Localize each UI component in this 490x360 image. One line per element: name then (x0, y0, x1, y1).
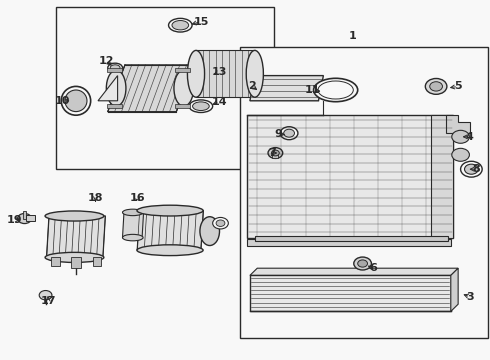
Ellipse shape (200, 217, 220, 246)
Circle shape (216, 220, 225, 226)
Ellipse shape (122, 234, 143, 241)
Ellipse shape (174, 70, 194, 106)
Ellipse shape (314, 78, 358, 102)
Text: 1: 1 (349, 31, 357, 41)
Bar (107, 68, 122, 72)
Text: 6: 6 (369, 263, 377, 273)
Bar (26, 215, 35, 221)
Bar (40, 293, 51, 297)
Circle shape (452, 130, 469, 143)
Ellipse shape (65, 90, 87, 112)
Circle shape (18, 213, 31, 224)
Ellipse shape (61, 86, 91, 115)
Ellipse shape (110, 65, 120, 71)
Ellipse shape (193, 102, 209, 111)
Polygon shape (446, 115, 470, 133)
Polygon shape (137, 211, 203, 250)
Text: 2: 2 (248, 81, 256, 91)
Circle shape (425, 78, 447, 94)
Polygon shape (250, 268, 458, 275)
Bar (250, 275, 451, 311)
Polygon shape (108, 65, 194, 112)
Ellipse shape (45, 252, 104, 262)
Circle shape (280, 127, 298, 140)
Bar (107, 104, 122, 108)
Bar (247, 239, 451, 246)
Circle shape (358, 260, 368, 267)
Circle shape (39, 291, 52, 300)
Ellipse shape (246, 50, 264, 97)
Bar (175, 68, 190, 72)
Bar (255, 236, 448, 241)
Text: 12: 12 (99, 56, 115, 66)
Text: 16: 16 (129, 193, 145, 203)
Ellipse shape (172, 21, 189, 30)
Text: 11: 11 (305, 85, 320, 95)
Circle shape (430, 82, 442, 91)
Text: 10: 10 (55, 96, 71, 106)
Text: 13: 13 (212, 67, 227, 77)
Polygon shape (51, 257, 60, 266)
Text: 8: 8 (472, 164, 480, 174)
Polygon shape (196, 50, 255, 97)
Ellipse shape (122, 209, 143, 216)
Ellipse shape (188, 50, 205, 97)
Polygon shape (47, 216, 105, 257)
Circle shape (213, 217, 228, 229)
Text: 14: 14 (212, 96, 227, 107)
Ellipse shape (137, 205, 203, 216)
Circle shape (452, 148, 469, 161)
Polygon shape (122, 212, 144, 238)
Text: 17: 17 (40, 296, 56, 306)
Bar (431, 115, 453, 238)
Bar (175, 104, 190, 108)
Text: 9: 9 (274, 129, 282, 139)
Polygon shape (93, 257, 101, 266)
Text: 3: 3 (466, 292, 474, 302)
Circle shape (354, 257, 371, 270)
Polygon shape (250, 76, 323, 101)
Bar (56, 7, 274, 169)
Bar (247, 115, 453, 238)
Text: 15: 15 (193, 17, 209, 27)
Ellipse shape (189, 100, 213, 112)
Bar (272, 153, 278, 158)
Bar (23, 211, 26, 219)
Polygon shape (71, 257, 81, 268)
Text: 5: 5 (454, 81, 462, 91)
Circle shape (465, 164, 478, 174)
Text: 7: 7 (268, 148, 276, 158)
Ellipse shape (169, 18, 192, 32)
Polygon shape (98, 76, 118, 101)
Circle shape (461, 161, 482, 177)
Circle shape (284, 129, 294, 137)
Text: 18: 18 (88, 193, 103, 203)
Ellipse shape (137, 245, 203, 256)
Ellipse shape (106, 70, 126, 106)
Ellipse shape (45, 211, 104, 221)
Circle shape (268, 148, 283, 158)
Text: 19: 19 (7, 215, 23, 225)
Text: 4: 4 (466, 132, 473, 142)
Circle shape (271, 150, 279, 156)
Polygon shape (451, 268, 458, 311)
Bar (240, 47, 488, 338)
Ellipse shape (108, 63, 122, 72)
